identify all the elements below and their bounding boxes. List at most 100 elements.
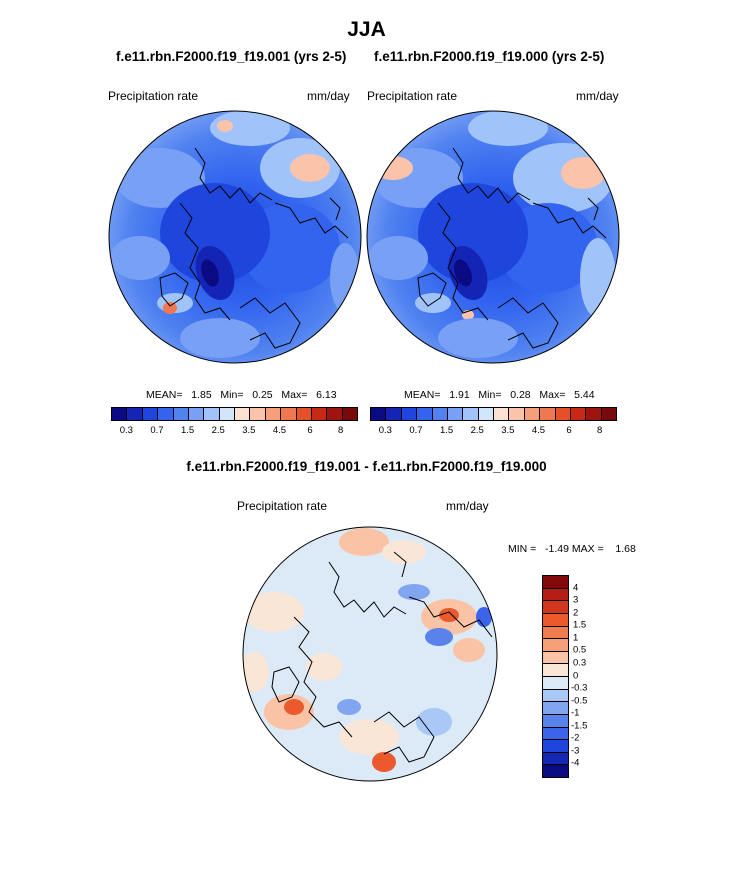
colorbar-tick-label: 4.5 bbox=[272, 425, 287, 436]
colorbar-cell bbox=[543, 727, 568, 741]
colorbar-tick-label: 8 bbox=[597, 425, 603, 436]
colorbar-tick-label: -4 bbox=[571, 757, 580, 769]
colorbar-cell bbox=[478, 408, 494, 420]
colorbar-cell bbox=[543, 664, 568, 677]
colorbar-cell bbox=[509, 408, 525, 420]
colorbar-cell bbox=[158, 408, 174, 420]
colorbar-tick-label: 1.5 bbox=[180, 425, 195, 436]
colorbar-cell bbox=[543, 677, 568, 690]
colorbar-tick-label: 8 bbox=[338, 425, 344, 436]
colorbar-cell bbox=[204, 408, 220, 420]
colorbar-cell bbox=[281, 408, 297, 420]
colorbar-cell bbox=[543, 651, 568, 665]
colorbar-right bbox=[370, 407, 617, 421]
colorbar-tick-label: 3.5 bbox=[242, 425, 256, 436]
colorbar-cell bbox=[586, 408, 602, 420]
colorbar-cell bbox=[386, 408, 402, 420]
colorbar-cell bbox=[265, 408, 282, 420]
left-stats: MEAN= 1.85 Min= 0.25 Max= 6.13 bbox=[146, 389, 337, 401]
colorbar-cell bbox=[543, 765, 568, 777]
colorbar-cell bbox=[543, 689, 568, 703]
colorbar-cell bbox=[401, 408, 418, 420]
colorbar-difference-ticks: 4 3 2 1.5 1 0.5 0.3 0 -0.3 -0.5 -1 -1.5 -2 -3 -4 bbox=[571, 575, 613, 778]
difference-title: f.e11.rbn.F2000.f19_f19.001 - f.e11.rbn.… bbox=[186, 459, 547, 474]
precip-field-right bbox=[367, 111, 619, 363]
colorbar-cell bbox=[543, 626, 568, 640]
colorbar-cell bbox=[142, 408, 159, 420]
colorbar-cell bbox=[543, 702, 568, 715]
right-units-label: mm/day bbox=[576, 89, 619, 103]
colorbar-cell bbox=[219, 408, 235, 420]
diff-variable-label: Precipitation rate bbox=[237, 499, 328, 513]
colorbar-cell bbox=[543, 714, 568, 728]
colorbar-tick-label: -0.3 bbox=[571, 682, 588, 694]
colorbar-cell bbox=[311, 408, 328, 420]
left-variable-label: Precipitation rate bbox=[108, 89, 199, 103]
colorbar-tick-label: 0.7 bbox=[150, 425, 164, 436]
colorbar-tick-label: -3 bbox=[571, 745, 580, 757]
colorbar-cell bbox=[447, 408, 464, 420]
colorbar-cell bbox=[543, 588, 568, 602]
colorbar-cell bbox=[417, 408, 433, 420]
diff-stats: MIN = -1.49 MAX = 1.68 bbox=[508, 543, 636, 555]
colorbar-tick-label: 1.5 bbox=[439, 425, 454, 436]
colorbar-tick-label: 3 bbox=[573, 594, 579, 606]
colorbar-left-ticks: 0.3 0.7 1.5 2.5 3.5 4.5 6 8 bbox=[111, 425, 356, 439]
colorbar-tick-label: 0.3 bbox=[573, 657, 587, 669]
colorbar-difference bbox=[542, 575, 569, 778]
colorbar-right-ticks: 0.3 0.7 1.5 2.5 3.5 4.5 6 8 bbox=[370, 425, 615, 439]
colorbar-cell bbox=[342, 408, 357, 420]
right-stats: MEAN= 1.91 Min= 0.28 Max= 5.44 bbox=[404, 389, 595, 401]
precip-field-left bbox=[109, 111, 361, 363]
panel-right-title: f.e11.rbn.F2000.f19_f19.000 (yrs 2-5) bbox=[374, 49, 605, 64]
colorbar-cell bbox=[371, 408, 387, 420]
colorbar-cell bbox=[463, 408, 479, 420]
colorbar-tick-label: 2.5 bbox=[470, 425, 484, 436]
colorbar-cell bbox=[543, 639, 568, 652]
coastlines-right bbox=[417, 147, 607, 349]
diff-units-label: mm/day bbox=[446, 499, 489, 513]
colorbar-tick-label: 6 bbox=[307, 425, 313, 436]
colorbar-cell bbox=[524, 408, 541, 420]
colorbar-cell bbox=[173, 408, 189, 420]
map-panel-difference bbox=[242, 526, 498, 782]
colorbar-cell bbox=[327, 408, 343, 420]
colorbar-tick-label: 3.5 bbox=[501, 425, 515, 436]
colorbar-tick-label: 0 bbox=[573, 670, 579, 681]
colorbar-cell bbox=[543, 740, 568, 753]
map-panel-left bbox=[108, 110, 362, 364]
colorbar-tick-label: 0.3 bbox=[378, 425, 392, 436]
colorbar-cell bbox=[494, 408, 510, 420]
panel-left-title: f.e11.rbn.F2000.f19_f19.001 (yrs 2-5) bbox=[116, 49, 347, 64]
colorbar-cell bbox=[543, 576, 568, 589]
colorbar-tick-label: 2.5 bbox=[211, 425, 225, 436]
colorbar-cell bbox=[296, 408, 312, 420]
right-variable-label: Precipitation rate bbox=[367, 89, 458, 103]
colorbar-tick-label: 1.5 bbox=[573, 619, 587, 631]
colorbar-tick-label: 0.3 bbox=[119, 425, 133, 436]
left-units-label: mm/day bbox=[307, 89, 350, 103]
colorbar-cell bbox=[235, 408, 251, 420]
colorbar-tick-label: -0.5 bbox=[571, 695, 588, 707]
colorbar-cell bbox=[432, 408, 448, 420]
colorbar-tick-label: 6 bbox=[566, 425, 572, 436]
colorbar-tick-label: 4 bbox=[573, 582, 579, 594]
colorbar-cell bbox=[543, 752, 568, 766]
colorbar-cell bbox=[543, 613, 568, 627]
colorbar-tick-label: -1 bbox=[571, 707, 580, 719]
colorbar-cell bbox=[188, 408, 205, 420]
map-panel-right bbox=[366, 110, 620, 364]
colorbar-cell bbox=[250, 408, 266, 420]
coastlines-difference bbox=[271, 551, 493, 763]
colorbar-cell bbox=[570, 408, 587, 420]
colorbar-cell bbox=[127, 408, 143, 420]
precip-field-difference bbox=[243, 527, 497, 781]
colorbar-cell bbox=[601, 408, 616, 420]
colorbar-tick-label: -2 bbox=[571, 732, 580, 744]
coastlines-left bbox=[159, 147, 349, 349]
colorbar-cell bbox=[543, 601, 568, 614]
colorbar-tick-label: 2 bbox=[573, 607, 579, 619]
colorbar-tick-label: 4.5 bbox=[531, 425, 546, 436]
colorbar-cell bbox=[555, 408, 571, 420]
colorbar-cell bbox=[112, 408, 128, 420]
